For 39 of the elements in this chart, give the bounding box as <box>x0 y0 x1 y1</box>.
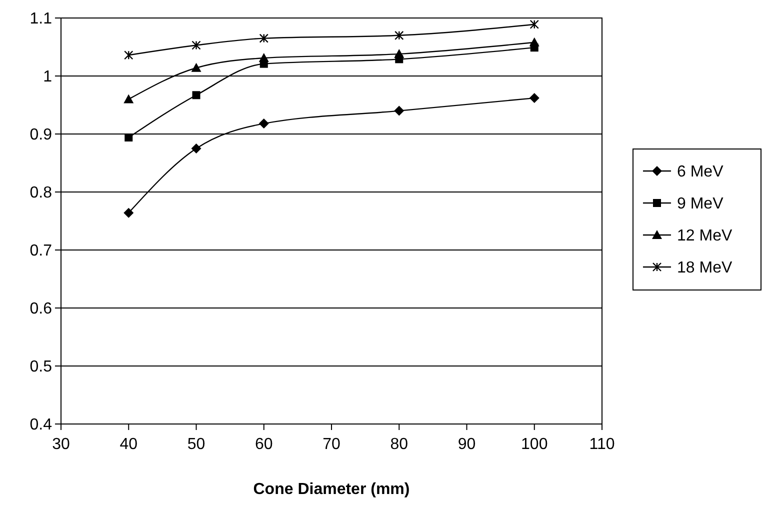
point <box>124 94 134 104</box>
x-tick-label: 70 <box>322 436 340 453</box>
y-tick-label: 0.8 <box>30 184 52 202</box>
point <box>529 37 540 46</box>
y-tick-label: 0.4 <box>30 416 52 434</box>
x-tick-label: 90 <box>458 436 476 453</box>
point <box>529 93 540 104</box>
x-tick-label: 110 <box>589 436 615 453</box>
x-tick-label: 30 <box>52 436 70 453</box>
legend-label: 12 MeV <box>677 228 732 245</box>
y-tick-label: 0.6 <box>30 300 52 318</box>
legend-label: 9 MeV <box>677 196 724 213</box>
point <box>394 30 404 40</box>
x-tick-label: 50 <box>187 436 206 453</box>
y-tick-label: 1 <box>43 68 52 86</box>
x-tick-label: 100 <box>521 436 548 453</box>
point <box>191 144 202 154</box>
legend-label: 6 MeV <box>677 164 724 181</box>
x-tick-label: 40 <box>120 436 138 453</box>
point <box>259 34 268 43</box>
point <box>192 40 201 50</box>
point <box>258 118 269 129</box>
x-tick-label: 80 <box>390 436 408 453</box>
y-tick-label: 0.7 <box>30 242 52 260</box>
point <box>124 208 134 218</box>
x-tick-label: 60 <box>254 436 273 453</box>
point <box>124 133 133 142</box>
point <box>394 106 404 116</box>
x-axis-title: Cone Diameter (mm) <box>253 481 410 498</box>
point <box>258 53 269 62</box>
point <box>530 20 539 29</box>
y-tick-label: 0.9 <box>30 126 52 144</box>
point <box>124 50 134 60</box>
point <box>191 62 202 72</box>
y-tick-label: 1.1 <box>30 10 52 28</box>
legend-label: 18 MeV <box>677 260 732 277</box>
point <box>192 91 200 100</box>
y-tick-label: 0.5 <box>30 358 52 376</box>
point <box>394 48 404 58</box>
